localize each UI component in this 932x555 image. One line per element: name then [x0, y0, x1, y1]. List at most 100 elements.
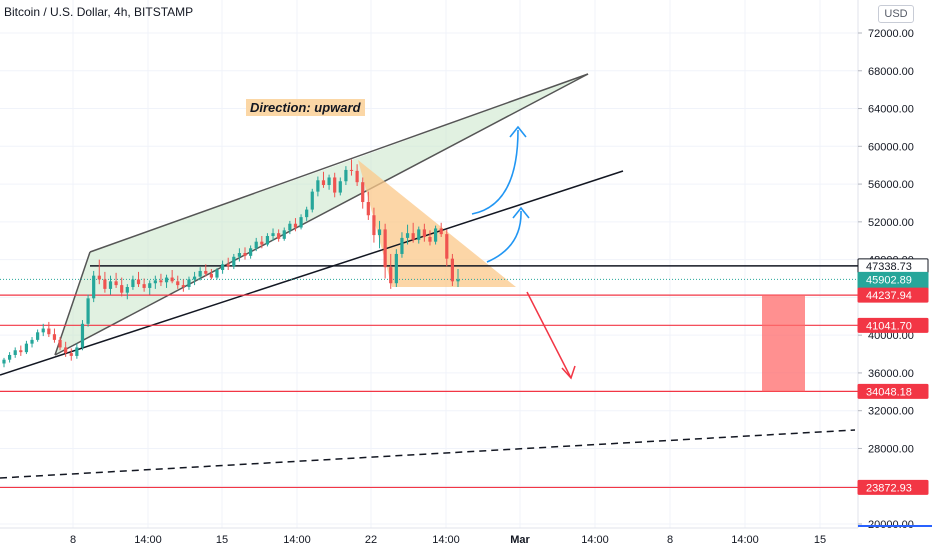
candle-body — [187, 279, 191, 287]
price-label-box — [857, 317, 929, 333]
trendline[interactable] — [0, 170, 624, 376]
candle-body — [159, 280, 163, 283]
candle-body — [176, 281, 180, 286]
candle-body — [327, 177, 331, 186]
x-tick-label: 8 — [70, 534, 76, 546]
candle-body — [52, 334, 57, 340]
candle-body — [316, 180, 320, 192]
price-label: 41041.70 — [866, 320, 912, 332]
x-tick-label: 14:00 — [581, 534, 609, 546]
up-arrow-curve[interactable] — [471, 129, 519, 215]
x-tick-label: 8 — [667, 534, 673, 546]
candle-body — [428, 236, 432, 242]
candle-body — [47, 328, 51, 335]
candle-body — [209, 273, 213, 278]
time-axis[interactable]: 8 14:00 15 14:00 22 14:00 Mar 14:00 8 14:00 15 — [0, 525, 932, 550]
candle-body — [439, 228, 443, 235]
candle-body — [92, 275, 96, 299]
wedge-edge[interactable] — [54, 251, 91, 356]
candle-body — [450, 258, 454, 282]
price-label-box — [857, 383, 929, 399]
wedge-lower-line[interactable] — [54, 73, 589, 356]
candle-body — [338, 181, 342, 193]
candle-body — [215, 270, 219, 278]
up-arrow-head[interactable] — [512, 206, 530, 219]
candle-body — [153, 280, 157, 284]
candle-body — [237, 253, 242, 257]
x-tick-label: 14:00 — [432, 534, 460, 546]
candle-body — [277, 233, 281, 239]
candle-body — [125, 286, 129, 293]
candle-body — [361, 182, 365, 203]
x-tick-label: 14:00 — [134, 534, 162, 546]
candle-body — [389, 267, 393, 284]
price-label: 23872.93 — [866, 482, 912, 494]
candle-body — [13, 350, 17, 355]
candle-body — [58, 339, 62, 348]
candle-body — [349, 169, 354, 171]
down-arrow-head[interactable] — [561, 365, 576, 380]
currency-button[interactable]: USD — [878, 5, 914, 23]
up-arrow-curve[interactable] — [486, 210, 522, 263]
candle-body — [204, 270, 208, 274]
grid — [0, 0, 858, 528]
candle-body — [19, 350, 23, 353]
candle-body — [148, 283, 152, 288]
chart-title: Bitcoin / U.S. Dollar, 4h, BITSTAMP — [4, 5, 194, 19]
candle-body — [142, 284, 146, 288]
candle-body — [299, 217, 303, 228]
y-tick-label: 60000.00 — [868, 141, 914, 153]
candle-body — [64, 347, 68, 354]
drawings[interactable] — [0, 73, 858, 489]
candle-body — [198, 270, 202, 277]
price-label: 44237.94 — [866, 290, 912, 302]
price-label: 34048.18 — [866, 386, 912, 398]
candle-body — [321, 180, 326, 186]
candle-body — [120, 285, 124, 293]
candle-body — [433, 228, 438, 242]
candle-body — [24, 343, 29, 353]
wedge-upper-line[interactable] — [89, 73, 589, 253]
x-tick-label: 22 — [365, 534, 377, 546]
x-tick-label: 14:00 — [283, 534, 311, 546]
candle-body — [226, 264, 230, 267]
candle-body — [41, 328, 45, 333]
y-tick-label: 36000.00 — [868, 368, 914, 380]
y-tick-label: 40000.00 — [868, 330, 914, 342]
candle-body — [282, 230, 286, 239]
candle-body — [220, 264, 225, 271]
candle-body — [394, 253, 398, 284]
price-label: 47338.73 — [866, 261, 912, 273]
target-zone[interactable] — [762, 295, 805, 392]
candle-body — [136, 279, 141, 285]
candle-body — [243, 253, 247, 256]
up-arrow-head[interactable] — [509, 125, 527, 138]
candle-body — [372, 215, 376, 236]
x-tick-label: Mar — [510, 534, 530, 546]
price-label: 45902.89 — [866, 274, 912, 286]
candle-body — [181, 285, 185, 287]
candle-body — [417, 229, 421, 240]
candle-body — [131, 279, 135, 287]
candles — [2, 159, 460, 368]
dashed-trendline[interactable] — [0, 429, 856, 479]
price-axis[interactable]: 20000.0024000.0028000.0032000.0036000.00… — [857, 0, 932, 550]
candle-body — [36, 332, 40, 340]
candle-body — [69, 353, 73, 356]
candle-body — [411, 233, 415, 240]
candle-body — [30, 339, 34, 344]
candle-body — [97, 275, 101, 280]
candle-body — [265, 236, 270, 245]
candle-body — [80, 323, 85, 348]
candle-body — [103, 279, 107, 289]
candle-body — [344, 169, 348, 182]
candle-body — [170, 277, 174, 282]
candle-body — [305, 209, 309, 218]
x-tick-label: 15 — [216, 534, 228, 546]
candle-body — [456, 279, 460, 282]
down-arrow[interactable] — [526, 291, 572, 379]
candle-body — [254, 241, 258, 249]
y-tick-label: 56000.00 — [868, 179, 914, 191]
